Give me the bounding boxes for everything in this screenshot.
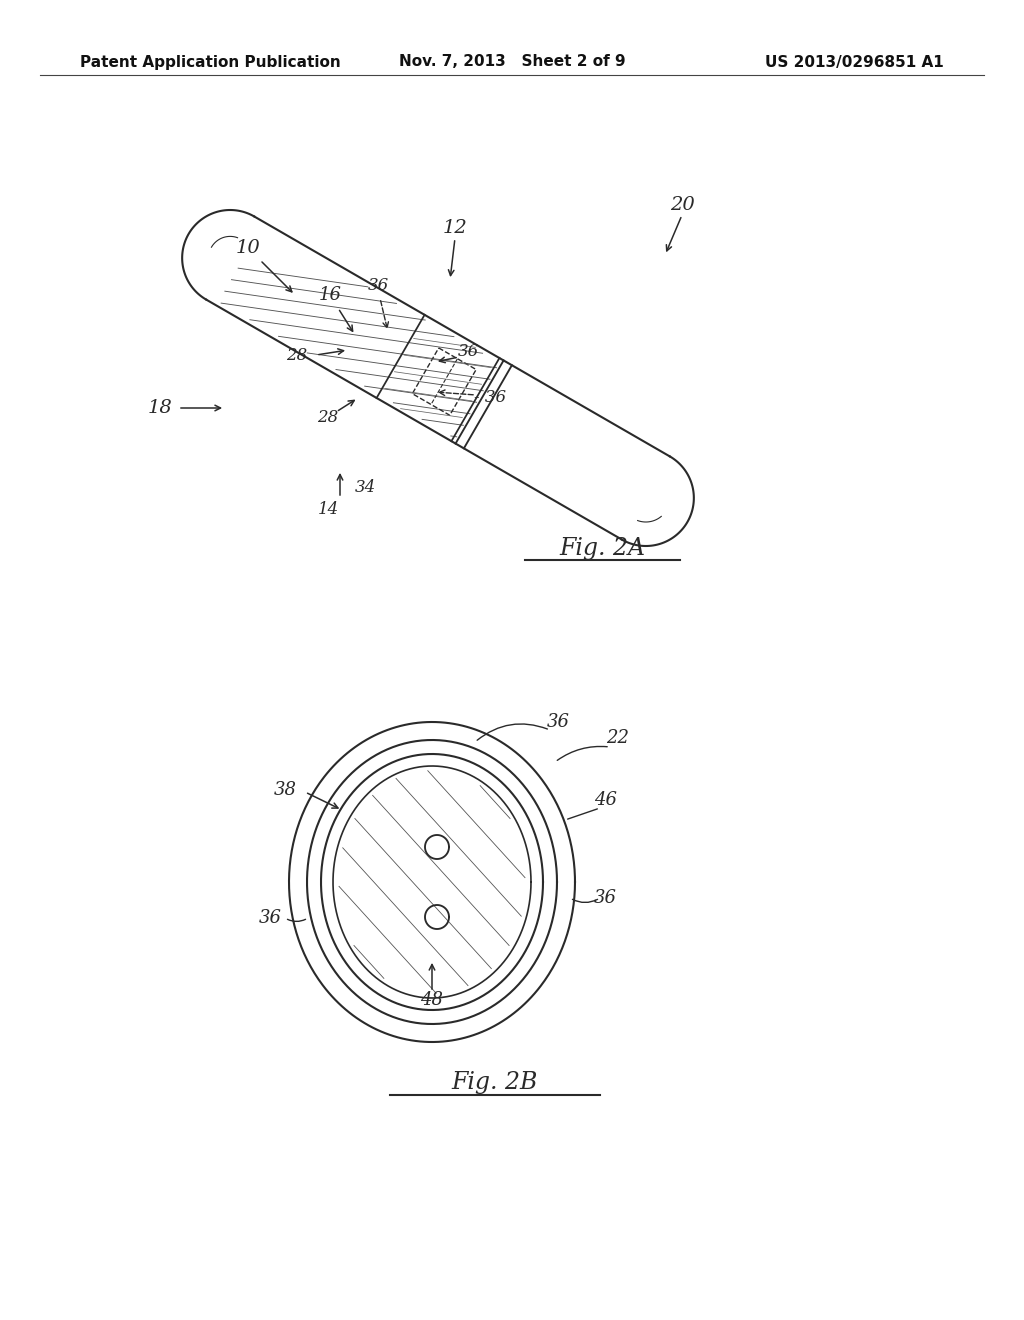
Text: 48: 48: [421, 991, 443, 1008]
Text: 38: 38: [273, 781, 297, 799]
Text: 10: 10: [236, 239, 260, 257]
Text: Fig. 2B: Fig. 2B: [452, 1071, 539, 1093]
Text: - 36: - 36: [474, 389, 506, 407]
Text: 36: 36: [547, 713, 569, 731]
Text: 46: 46: [595, 791, 617, 809]
Text: Fig. 2A: Fig. 2A: [559, 536, 645, 560]
Text: Nov. 7, 2013   Sheet 2 of 9: Nov. 7, 2013 Sheet 2 of 9: [398, 54, 626, 70]
Text: 36: 36: [368, 276, 389, 293]
Text: 36: 36: [594, 888, 616, 907]
Text: 16: 16: [318, 286, 341, 304]
Text: 20: 20: [670, 195, 694, 214]
Text: 36: 36: [458, 343, 478, 360]
Text: US 2013/0296851 A1: US 2013/0296851 A1: [765, 54, 944, 70]
Text: 12: 12: [442, 219, 467, 238]
Text: 36: 36: [258, 909, 282, 927]
Text: Patent Application Publication: Patent Application Publication: [80, 54, 341, 70]
Text: 18: 18: [147, 399, 172, 417]
Text: 14: 14: [317, 502, 339, 519]
Text: 22: 22: [606, 729, 630, 747]
Text: 28: 28: [287, 346, 307, 363]
Text: 28: 28: [317, 409, 339, 426]
Text: 34: 34: [354, 479, 376, 496]
